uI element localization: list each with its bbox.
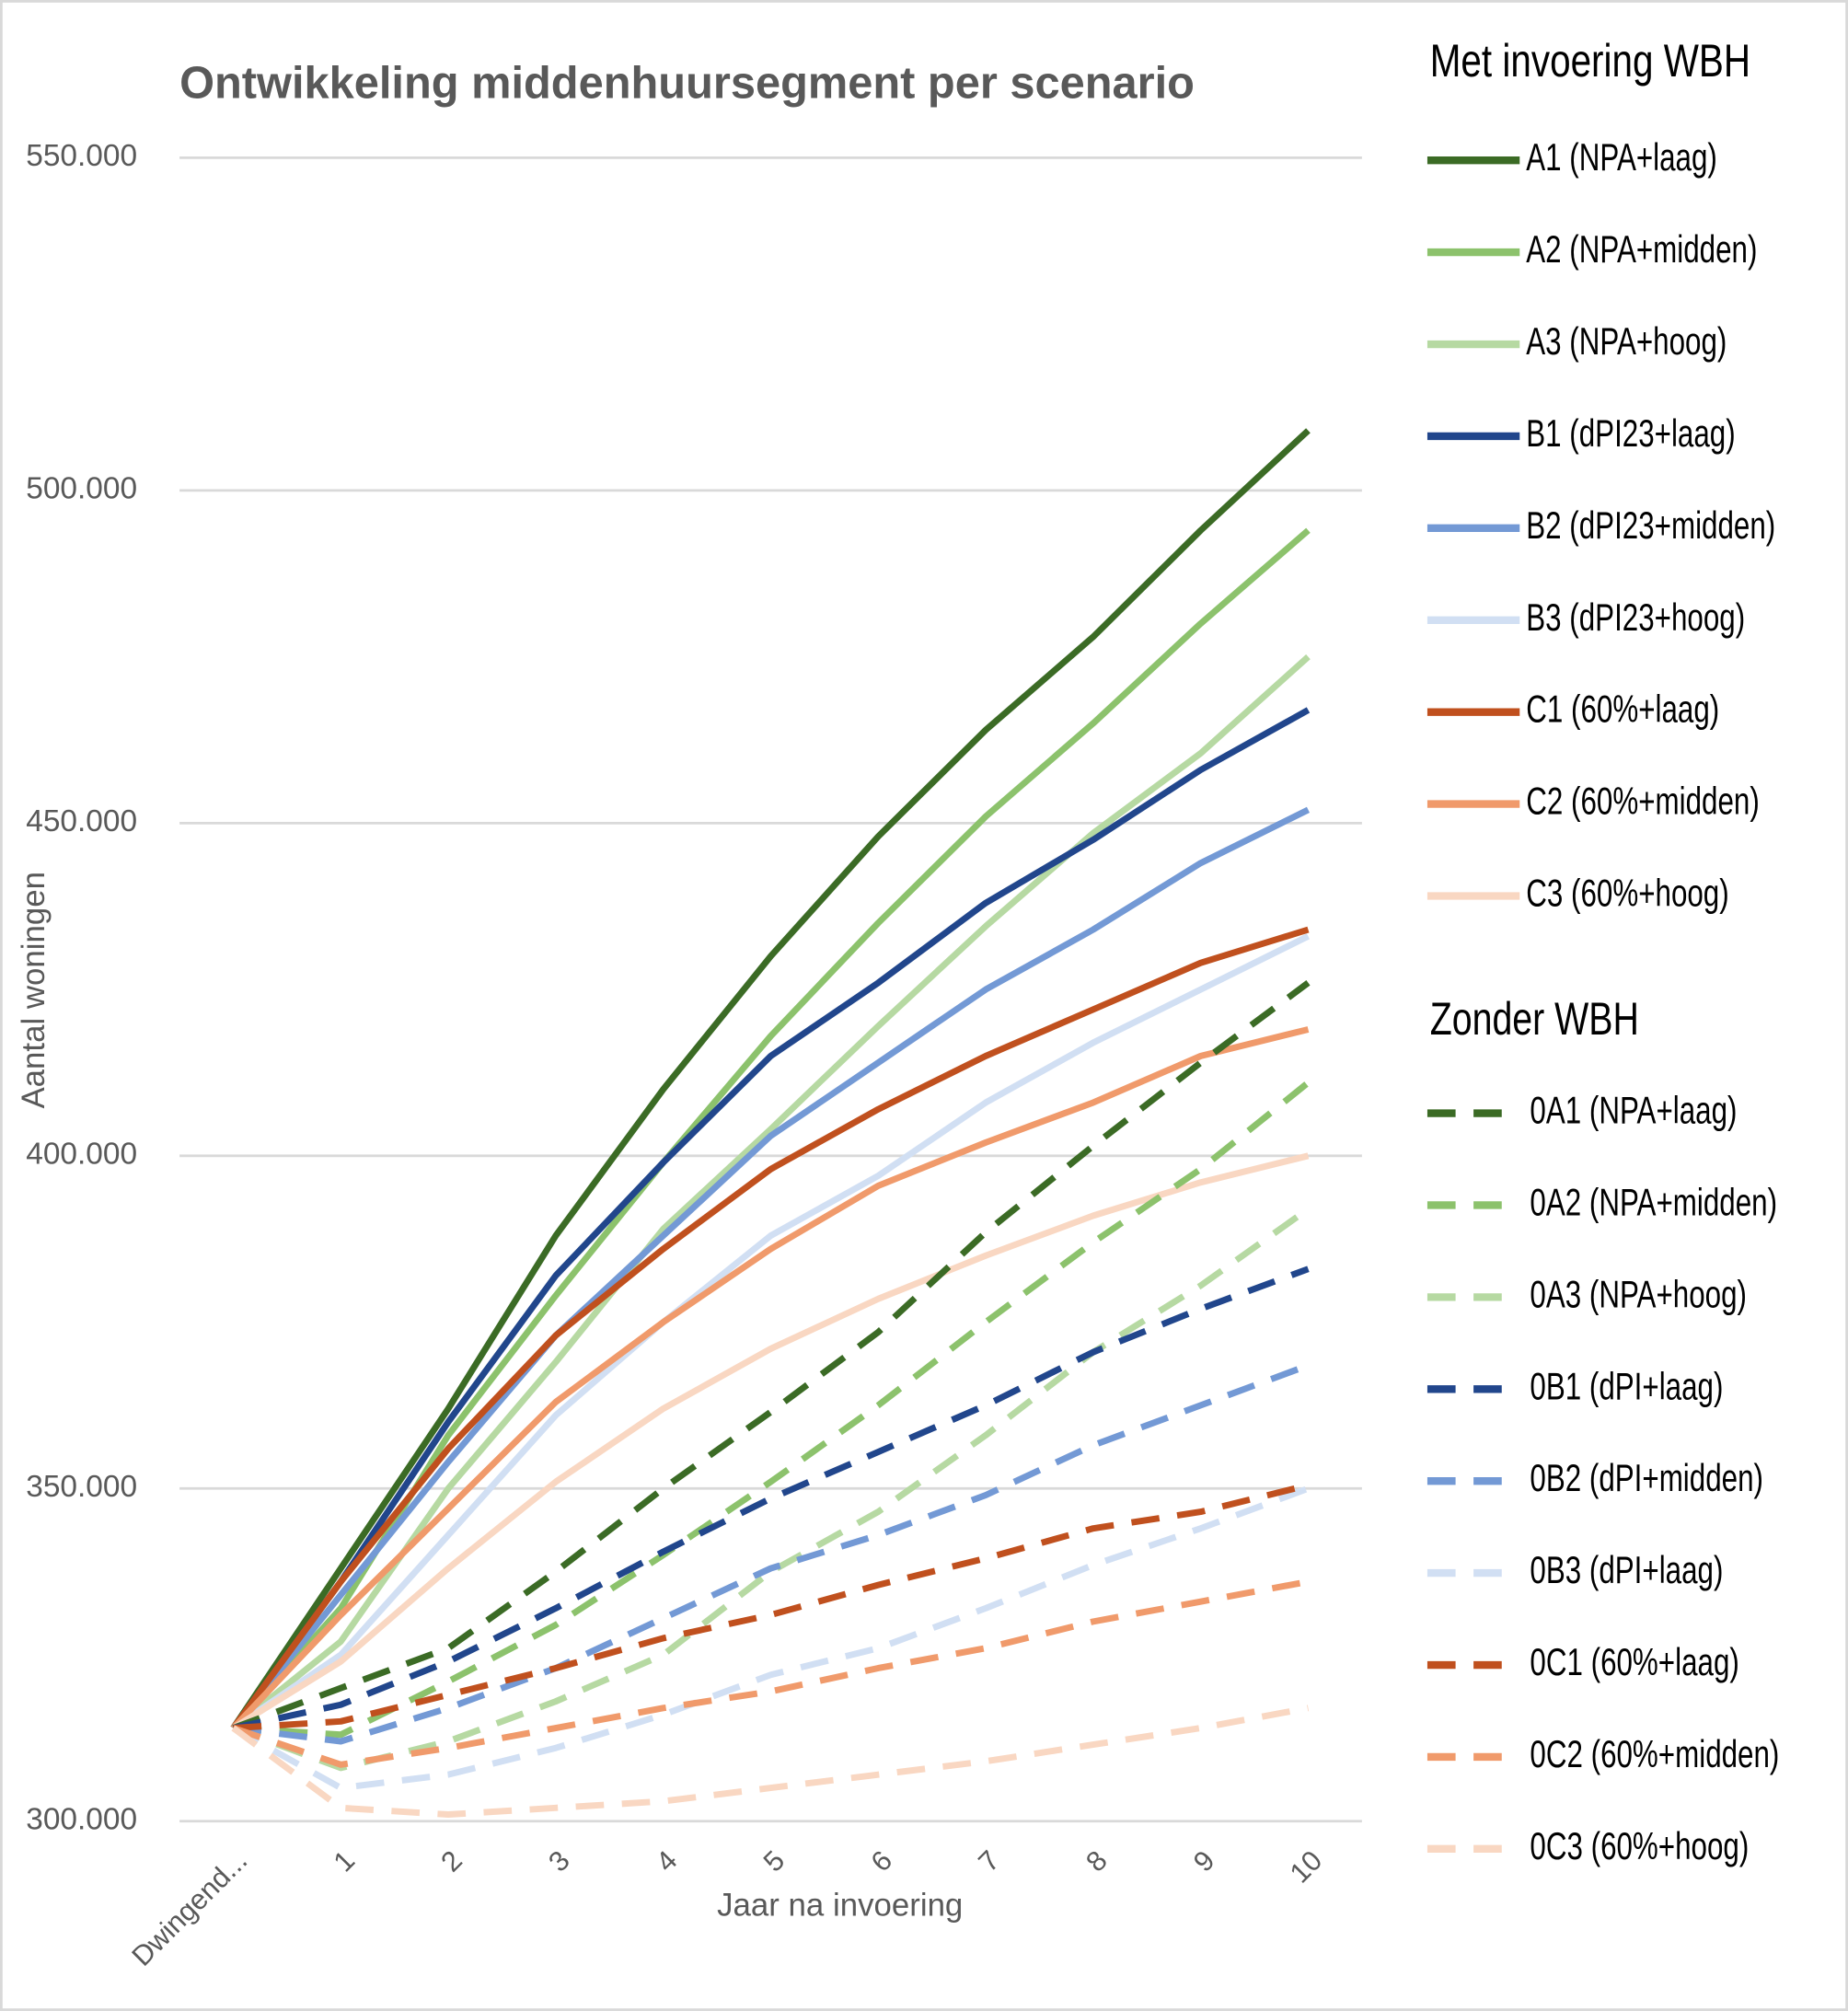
legend-label: C1 (60%+laag) (1526, 688, 1719, 731)
legend-label: C2 (60%+midden) (1526, 780, 1760, 823)
legend-label: 0A1 (NPA+laag) (1530, 1089, 1737, 1132)
series-line (232, 980, 1311, 1731)
y-tick-label: 550.000 (26, 139, 137, 173)
legend-label: 0B1 (dPI+laag) (1530, 1364, 1723, 1407)
series-line (233, 1362, 1310, 1745)
legend-label: A1 (NPA+laag) (1526, 135, 1717, 179)
series-line (230, 707, 1311, 1730)
series-line (231, 1152, 1310, 1731)
legend-label: A2 (NPA+midden) (1526, 227, 1757, 271)
series-line (230, 428, 1311, 1730)
series-line (231, 1705, 1310, 1819)
series-line (230, 1026, 1310, 1730)
series-line (230, 806, 1311, 1730)
legend-label: 0A2 (NPA+midden) (1530, 1181, 1777, 1224)
legend-label: B2 (dPI23+midden) (1526, 503, 1775, 547)
legend-label: 0C2 (60%+midden) (1530, 1732, 1779, 1775)
y-tick-label: 300.000 (26, 1803, 137, 1837)
y-tick-label: 450.000 (26, 804, 137, 838)
legend-label: C3 (60%+hoog) (1526, 872, 1728, 915)
x-axis-title: Jaar na invoering (717, 1887, 963, 1923)
legend-label: B3 (dPI23+hoog) (1526, 595, 1745, 639)
y-tick-label: 350.000 (26, 1470, 137, 1504)
y-axis-title: Aantal woningen (16, 872, 52, 1109)
legend-label: B1 (dPI23+laag) (1526, 411, 1735, 455)
legend-label: A3 (NPA+hoog) (1526, 319, 1727, 363)
series-line (231, 1485, 1310, 1792)
legend-label: 0C3 (60%+hoog) (1530, 1824, 1749, 1867)
series-line (232, 1206, 1311, 1772)
series-line (232, 1266, 1310, 1731)
legend-label: 0C1 (60%+laag) (1530, 1640, 1738, 1683)
legend-label: 0B2 (dPI+midden) (1530, 1456, 1763, 1499)
legend-label: 0B3 (dPI+laag) (1530, 1548, 1723, 1591)
series-line (231, 933, 1311, 1731)
series-line (233, 1080, 1311, 1739)
chart-title: Ontwikkeling middenhuursegment per scena… (179, 58, 1195, 108)
series-line (230, 926, 1310, 1730)
legend: Met invoering WBH A1 (NPA+laag) A2 (NPA+mi… (1426, 35, 1779, 1867)
legend-label: 0A3 (NPA+hoog) (1530, 1272, 1747, 1315)
y-tick-label: 500.000 (26, 472, 137, 506)
series-line (232, 1578, 1310, 1768)
legend-title: Zonder WBH (1430, 993, 1639, 1045)
legend-title: Met invoering WBH (1430, 35, 1750, 87)
plot-area (230, 428, 1311, 1819)
y-tick-label: 400.000 (26, 1138, 137, 1172)
